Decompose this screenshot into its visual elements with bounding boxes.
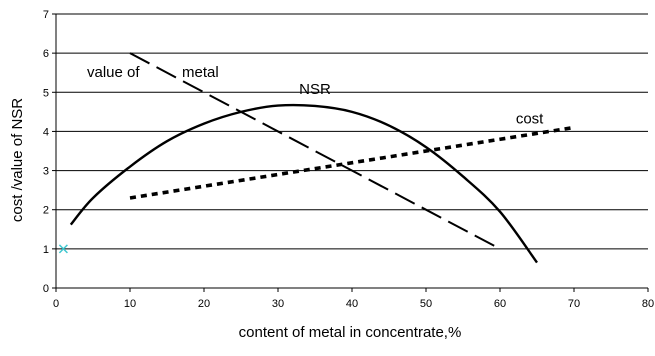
x-tick-label: 20 <box>198 298 210 310</box>
y-tick-label: 6 <box>43 48 49 60</box>
x-tick-label: 80 <box>642 298 654 310</box>
y-tick-label: 1 <box>43 244 49 256</box>
y-tick-labels: 0 1 2 3 4 5 6 7 <box>43 9 49 295</box>
y-tick-label: 4 <box>43 126 49 138</box>
series-line-cost <box>129 125 575 200</box>
marker-stroke <box>58 244 68 254</box>
series-label-cost: cost <box>516 111 544 128</box>
series-line-value-of-metal <box>129 52 501 250</box>
y-tick-label: 2 <box>43 205 49 217</box>
y-tick-label: 5 <box>43 87 49 99</box>
x-tick-label: 10 <box>124 298 136 310</box>
x-tick-label: 30 <box>272 298 284 310</box>
series-label-nsr: NSR <box>299 81 331 98</box>
series-label-metal: metal <box>182 64 219 81</box>
x-tick-label: 40 <box>346 298 358 310</box>
series-labels: NSR cost value of metal <box>87 64 544 128</box>
marker-x-0 <box>58 244 68 254</box>
y-tick-label: 3 <box>43 166 49 178</box>
x-tick-label: 50 <box>420 298 432 310</box>
x-axis-title: content of metal in concentrate,% <box>239 324 462 341</box>
series-label-value-of: value of <box>87 64 140 81</box>
series-line-nsr <box>69 103 538 264</box>
series-lines <box>69 52 575 264</box>
x-tick-labels: 0 10 20 30 40 50 60 70 80 <box>53 298 654 310</box>
x-tick-label: 70 <box>568 298 580 310</box>
y-tick-label: 7 <box>43 9 49 21</box>
y-tick-label: 0 <box>43 283 49 295</box>
x-tick-label: 0 <box>53 298 59 310</box>
markers <box>58 244 68 254</box>
axes <box>52 13 649 292</box>
y-axis-title: cost /value of NSR <box>9 98 26 222</box>
x-tick-label: 60 <box>494 298 506 310</box>
